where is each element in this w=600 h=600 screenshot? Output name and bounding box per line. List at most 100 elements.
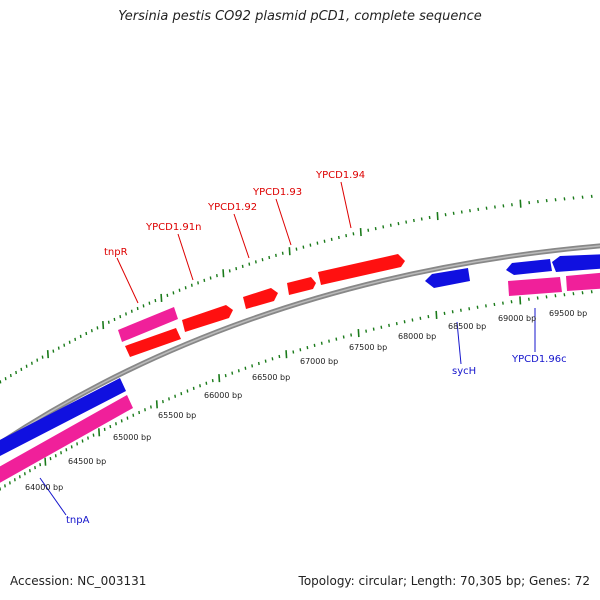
inner-tick: [144, 408, 146, 412]
feature-YPCD1.94-cds[interactable]: [318, 254, 405, 285]
feature-neighbor-gene[interactable]: [566, 272, 600, 291]
label-YPCD1.96c[interactable]: YPCD1.96c: [511, 354, 567, 365]
inner-tick: [435, 310, 438, 320]
outer-tick: [125, 312, 127, 316]
outer-tick: [57, 346, 60, 350]
outer-tick: [148, 301, 151, 305]
feature-YPCD1.93-cds[interactable]: [287, 277, 316, 295]
inner-tick: [510, 300, 513, 304]
outer-tick: [359, 227, 362, 237]
outer-tick: [352, 232, 355, 236]
inner-tick: [328, 339, 330, 343]
inner-tick: [427, 315, 430, 319]
outer-tick: [345, 234, 348, 238]
label-sycH[interactable]: sycH: [452, 366, 476, 377]
position-label: 65500 bp: [158, 411, 196, 420]
outer-tick: [374, 226, 377, 231]
inner-tick: [18, 475, 21, 479]
outer-tick: [172, 291, 175, 295]
label-tnpA[interactable]: tnpA: [66, 515, 90, 526]
inner-tick: [313, 343, 316, 348]
outer-tick: [197, 281, 199, 285]
outer-tick: [178, 288, 181, 292]
position-label: 69000 bp: [498, 314, 536, 323]
label-YPCD1.94[interactable]: YPCD1.94: [315, 170, 365, 181]
outer-tick: [428, 215, 431, 220]
feature-tnpR-cds[interactable]: [125, 328, 181, 357]
inner-tick: [451, 310, 454, 314]
outer-tick: [436, 212, 439, 221]
feature-YPCD1.92-cds[interactable]: [243, 288, 278, 309]
inner-tick: [60, 451, 62, 455]
outer-tick: [494, 205, 496, 209]
inner-tick: [81, 439, 84, 443]
inner-tick: [44, 457, 47, 466]
inner-tick: [126, 416, 129, 420]
feature-YPCD1.96c-neighbor-cds[interactable]: [552, 254, 600, 272]
outer-tick: [337, 235, 340, 240]
outer-tick: [469, 209, 471, 213]
position-label: 66000 bp: [204, 391, 242, 400]
outer-tick: [107, 320, 110, 324]
outer-tick: [190, 283, 193, 287]
inner-tick: [443, 311, 446, 315]
inner-tick: [403, 320, 406, 324]
inner-tick: [87, 436, 89, 440]
outer-tick: [288, 247, 291, 256]
inner-tick: [34, 466, 36, 470]
inner-tick: [109, 424, 112, 429]
label-tnpR[interactable]: tnpR: [104, 247, 128, 258]
outer-tick: [96, 326, 99, 330]
inner-tick: [92, 433, 95, 437]
feature-tnpA-cds[interactable]: [0, 378, 126, 458]
inner-tick: [4, 484, 6, 488]
label-YPCD1.93[interactable]: YPCD1.93: [252, 187, 302, 198]
inner-tick: [23, 472, 26, 476]
inner-tick: [168, 397, 170, 401]
inner-tick: [155, 400, 158, 409]
outer-tick: [502, 204, 505, 208]
inner-tick: [132, 413, 135, 417]
inner-tick: [459, 308, 462, 312]
inner-tick: [180, 391, 183, 396]
outer-tick: [572, 196, 575, 200]
label-YPCD1.92[interactable]: YPCD1.92: [207, 202, 257, 213]
outer-tick: [203, 278, 206, 283]
outer-tick: [136, 306, 139, 311]
outer-tick: [4, 377, 7, 381]
inner-tick-ring: [0, 290, 593, 491]
feature-YPCD1.96c-cds[interactable]: [506, 259, 552, 275]
inner-tick: [292, 350, 295, 354]
leader-line: [177, 233, 194, 281]
inner-tick: [485, 304, 487, 308]
outer-tick-ring: [0, 194, 593, 384]
inner-tick: [527, 297, 530, 301]
feature-tnpA-gene[interactable]: [0, 395, 133, 485]
inner-tick: [590, 290, 593, 294]
label-YPCD1.91n[interactable]: YPCD1.91n: [145, 222, 201, 233]
outer-tick: [113, 317, 116, 322]
inner-tick: [342, 335, 345, 339]
inner-tick: [8, 481, 11, 485]
inner-tick: [380, 325, 383, 329]
inner-tick: [257, 361, 260, 366]
feature-tnpR-gene[interactable]: [118, 307, 178, 342]
outer-tick: [52, 349, 55, 353]
outer-tick: [460, 210, 463, 214]
inner-tick: [39, 463, 42, 467]
inner-tick: [120, 419, 123, 423]
inner-tick: [237, 369, 240, 373]
feature-sycH-cds[interactable]: [425, 268, 470, 288]
leader-line: [340, 181, 352, 229]
outer-tick: [477, 207, 480, 212]
inner-tick: [54, 454, 57, 458]
feature-YPCD1.96c-gene[interactable]: [508, 277, 562, 296]
inner-tick: [251, 364, 254, 368]
inner-tick: [335, 337, 338, 341]
map-title: Yersinia pestis CO92 plasmid pCD1, compl…: [118, 9, 482, 24]
outer-tick: [248, 262, 251, 266]
feature-YPCD1.91n-cds[interactable]: [182, 305, 233, 332]
position-label: 64000 bp: [25, 483, 63, 492]
outer-tick: [444, 213, 447, 217]
